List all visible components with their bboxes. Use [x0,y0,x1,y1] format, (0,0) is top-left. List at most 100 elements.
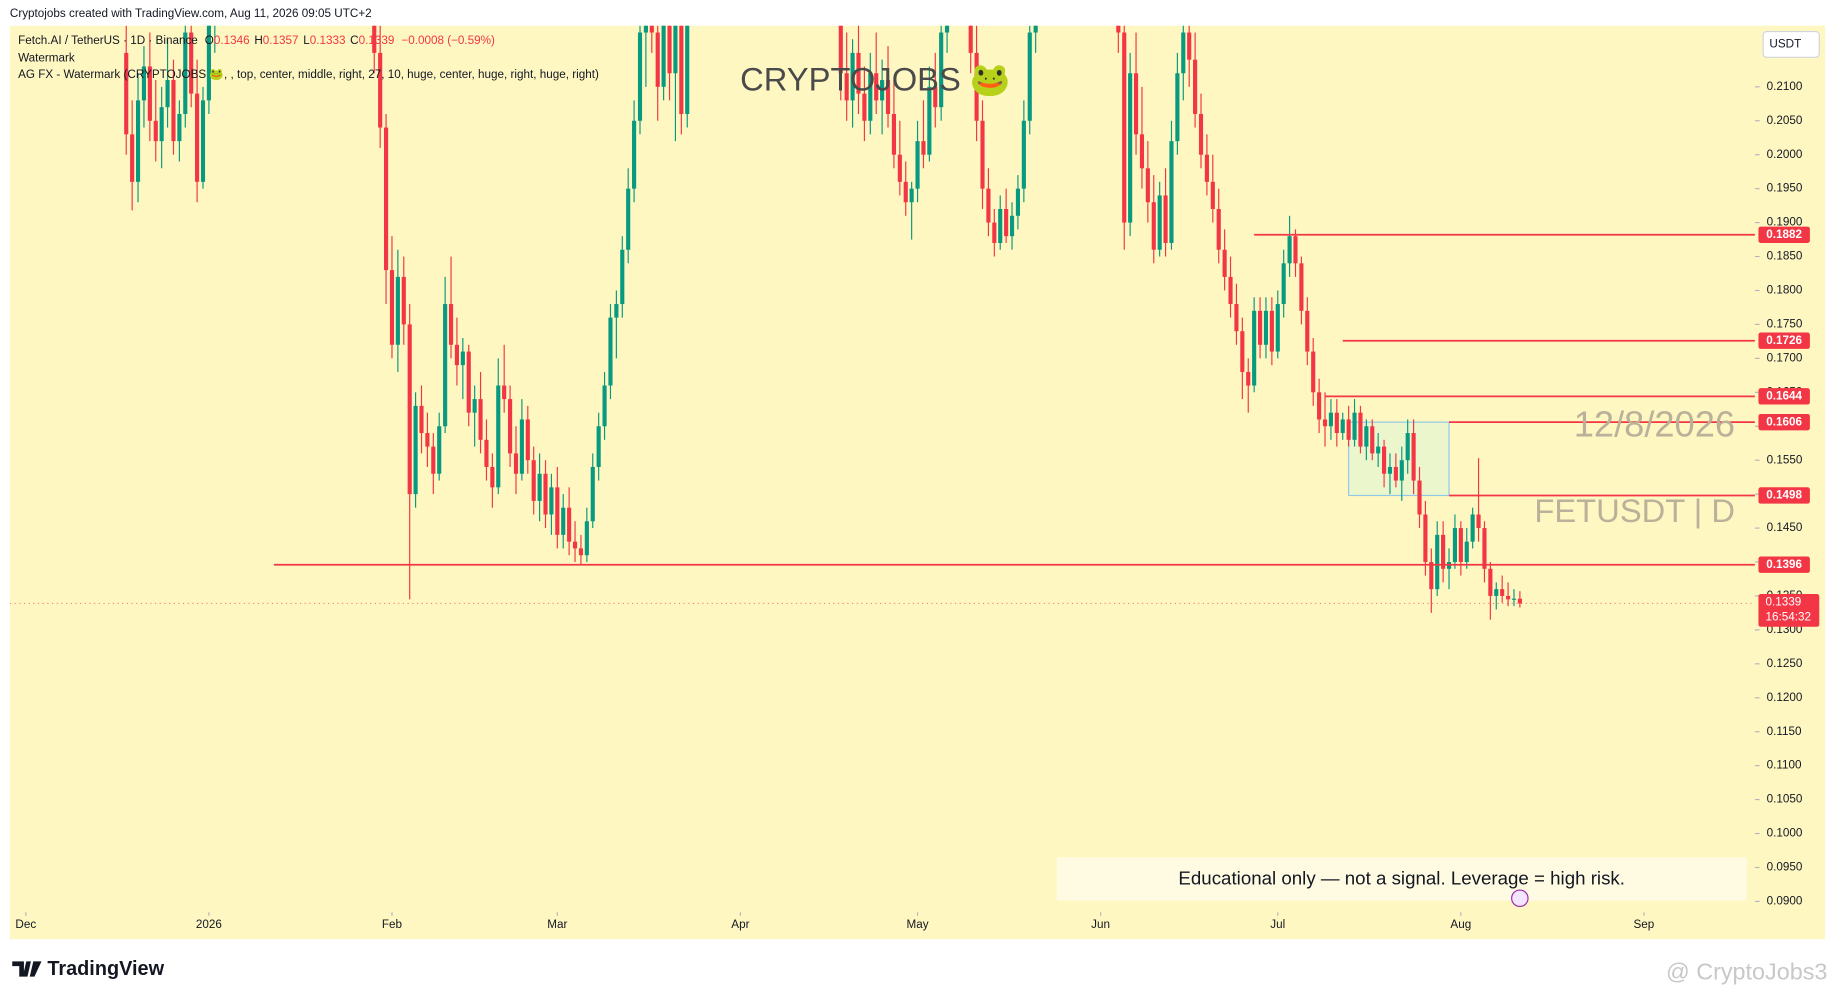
candle-body [1476,514,1481,529]
candle-body [608,317,613,386]
candle-body [992,222,997,243]
disclaimer: Educational only — not a signal. Leverag… [1178,867,1625,888]
level-label: 0.1498 [1766,489,1802,502]
candle-body [531,460,536,501]
candle-body [490,466,495,488]
candle-body [584,521,589,556]
level-label-box [1758,332,1810,349]
candle-body [915,141,920,189]
candle-body [1246,371,1251,386]
candle-body [1293,236,1298,264]
level-label: 0.1726 [1766,334,1802,347]
y-tick-label: 0.1800 [1767,284,1803,297]
level-label-box [1758,487,1810,504]
candle-body [413,405,418,495]
x-tick-label: Apr [731,918,749,931]
candle-body [1311,351,1316,393]
ohlc-label: C [350,34,358,47]
candle-body [578,548,584,556]
y-tick-label: 0.2100 [1767,80,1803,93]
candle-body [130,134,135,182]
ohlc-label: O [205,34,214,47]
candle-body [372,25,377,53]
candle-body [1015,188,1021,216]
candle-body [679,25,684,114]
candle-body [1027,32,1032,121]
candle-body [649,25,654,33]
brand-logo [12,961,42,977]
candle-body [1216,209,1221,250]
y-tick-label: 0.1750 [1767,318,1803,331]
candle-body [1334,412,1339,434]
candle-body [1328,412,1333,427]
candle-body [1228,276,1233,305]
candle-body [862,93,867,121]
candle-body [1175,73,1180,142]
level-label: 0.1644 [1766,389,1802,402]
candle-body [1234,304,1239,332]
candle-body [974,52,979,121]
candle-body [1411,433,1416,481]
candle-body [519,419,524,474]
candle-body [1435,534,1440,590]
y-tick-label: 0.1950 [1767,182,1803,195]
candle-body [454,344,459,366]
x-tick-label: Feb [382,918,403,931]
watermark-symbol: FETUSDT | D [1534,492,1735,529]
candle-body [443,304,448,427]
ohlc-value: 0.1357 [263,34,299,47]
watermark-title: CRYPTOJOBS 🐸 [740,61,1011,98]
candle-body [1382,446,1387,474]
candle-body [1305,310,1310,352]
ohlc-label: L [303,34,310,47]
event-icon[interactable] [1511,889,1529,908]
candle-body [1193,59,1198,114]
candle-body [1004,209,1009,237]
candle-body [980,120,985,189]
candle-body [508,399,513,454]
candle-body [1340,419,1345,434]
currency-label: USDT [1769,38,1801,51]
candle-body [632,120,637,189]
candle-body [590,466,595,522]
level-label-box [1758,556,1810,573]
ohlc-value: 0.1333 [310,34,346,47]
candle-body [378,52,383,128]
candle-body [1423,514,1428,563]
candle-body [596,426,601,467]
y-tick-label: 0.1250 [1767,657,1803,670]
candle-body [838,25,843,74]
candle-body [1441,534,1446,569]
candle-body [1009,215,1015,237]
candle-body [1187,32,1192,60]
candle-body [549,487,554,515]
candle-body [484,439,489,467]
candle-body [1511,598,1517,600]
candle-body [1122,32,1127,223]
candle-body [177,113,182,142]
axes: 0.0900 0.0950 0.1000 0.1050 0.1100 0.1150 0.12… [15,80,1820,931]
candle-body [496,385,501,488]
candle-body [1322,419,1328,427]
candle-body [1240,331,1245,372]
candle-body [891,113,896,155]
candle-body [968,25,973,53]
candle-body [1458,528,1463,563]
candle-body [425,433,430,447]
disclaimer-box [1056,857,1747,901]
y-tick-label: 0.1450 [1767,521,1803,534]
candle-body [927,86,932,155]
candle-body [1464,541,1469,563]
candle-body [567,507,572,542]
candle-body [868,73,873,121]
x-tick-label: Jul [1270,918,1285,931]
countdown: 16:54:32 [1765,611,1810,624]
zone [1348,421,1450,497]
candle-body [431,446,436,474]
currency-button[interactable] [1762,30,1820,58]
candle-body [1299,263,1304,311]
overlay-labels: CRYPTOJOBS 🐸 12/8/2026 FETUSDT | D Educa… [18,30,1820,908]
candle-body [921,141,926,155]
candle-body [141,66,147,101]
